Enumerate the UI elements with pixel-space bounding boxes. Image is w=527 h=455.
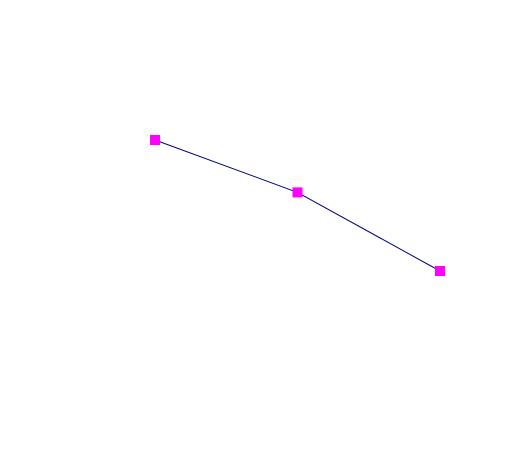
marker-layer [150, 135, 445, 276]
data-point-marker-2 [435, 266, 445, 276]
series-line-0 [155, 140, 440, 271]
data-point-marker-0 [150, 135, 160, 145]
data-point-marker-1 [293, 187, 303, 197]
series-layer [155, 140, 440, 271]
